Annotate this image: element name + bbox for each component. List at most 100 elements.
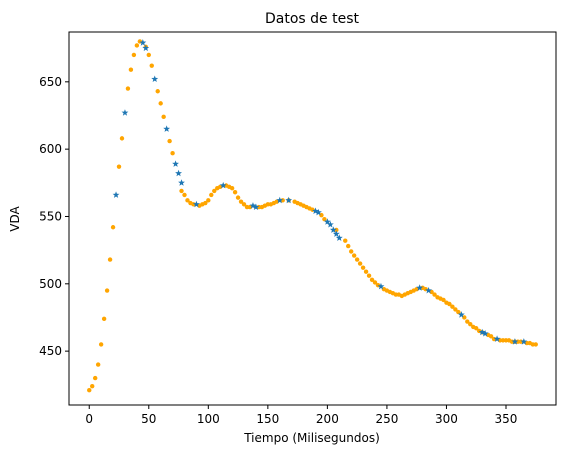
data-point-star <box>192 200 200 208</box>
data-point-star <box>335 234 343 241</box>
data-point <box>357 261 363 266</box>
x-tick-label: 0 <box>85 412 93 426</box>
data-point <box>319 212 324 218</box>
data-point <box>453 307 458 312</box>
data-point <box>212 188 217 194</box>
y-tick-label: 550 <box>39 209 62 223</box>
data-point <box>369 277 375 282</box>
data-point <box>95 362 101 367</box>
data-point <box>203 200 208 206</box>
data-point <box>354 257 360 262</box>
data-point <box>92 375 98 381</box>
data-point <box>450 304 455 309</box>
data-point-star <box>377 282 385 290</box>
x-tick-label: 50 <box>141 412 156 426</box>
data-point <box>343 238 348 243</box>
data-point-star <box>252 203 260 210</box>
x-axis-ticks: 0 50 100 150 200 250 300 350 <box>85 405 517 426</box>
data-point <box>363 269 369 274</box>
data-point <box>98 342 104 347</box>
x-tick-label: 100 <box>197 412 220 426</box>
data-point-star <box>276 196 284 204</box>
data-point <box>206 198 211 203</box>
data-point <box>474 326 479 331</box>
data-point <box>462 315 467 320</box>
data-point <box>468 322 473 327</box>
data-point-star <box>151 75 159 83</box>
data-point <box>372 280 378 285</box>
data-point <box>241 202 247 207</box>
y-tick-label: 600 <box>39 142 62 156</box>
x-axis-label: Tiempo (Milisegundos) <box>243 431 380 445</box>
data-point <box>179 188 184 194</box>
data-point <box>488 334 494 339</box>
data-point <box>465 319 470 324</box>
data-point-star <box>478 328 486 336</box>
data-point <box>182 192 187 198</box>
data-point-star <box>493 335 501 342</box>
data-point <box>346 243 351 249</box>
data-point-star <box>142 44 150 52</box>
plot-frame <box>68 31 557 406</box>
y-tick-label: 500 <box>39 277 62 291</box>
data-point <box>238 199 244 204</box>
data-point <box>104 288 110 293</box>
x-tick-label: 300 <box>435 412 458 426</box>
y-tick-label: 450 <box>39 344 62 358</box>
data-point-star <box>332 230 340 237</box>
data-point-star <box>511 338 519 345</box>
data-point-star <box>112 191 120 198</box>
data-point <box>119 136 125 141</box>
data-point <box>128 67 134 72</box>
chart-title: Datos de test <box>265 11 360 27</box>
data-point <box>110 225 116 230</box>
data-point <box>235 195 241 200</box>
data-point-star <box>323 218 331 225</box>
y-axis-label: VDA <box>8 205 22 231</box>
y-tick-label: 650 <box>39 75 62 89</box>
data-point <box>131 52 137 58</box>
data-point-star <box>520 338 528 345</box>
data-point <box>351 253 357 258</box>
data-point <box>229 186 235 191</box>
x-tick-label: 350 <box>495 412 518 426</box>
data-point-star <box>457 311 465 318</box>
data-point-star <box>329 226 337 233</box>
data-point <box>161 114 166 120</box>
data-point-star <box>175 169 182 177</box>
data-point <box>533 342 538 347</box>
data-point-star <box>315 208 322 216</box>
data-point-star <box>219 181 227 189</box>
data-point <box>125 86 131 91</box>
data-point-star <box>312 207 319 215</box>
data-point <box>116 164 122 169</box>
data-point-star <box>285 196 293 204</box>
data-point <box>360 265 366 270</box>
y-axis-ticks: 450 500 550 600 650 <box>39 75 69 358</box>
data-point <box>366 273 372 278</box>
data-point <box>149 63 154 68</box>
data-point-star <box>121 109 129 116</box>
data-point-star <box>163 125 171 132</box>
data-point <box>322 216 327 222</box>
data-point-star <box>139 39 147 46</box>
data-point-star <box>172 160 179 167</box>
data-point <box>456 309 461 315</box>
data-point <box>146 52 151 58</box>
data-point-star <box>425 286 433 294</box>
data-point <box>441 297 446 303</box>
data-point <box>232 190 238 195</box>
data-point <box>348 249 354 254</box>
data-point <box>447 301 452 307</box>
data-point <box>432 292 437 297</box>
data-point-star <box>416 284 424 291</box>
data-point <box>90 383 95 389</box>
data-point <box>101 316 107 322</box>
data-point-star <box>178 179 185 186</box>
data-point <box>134 43 140 48</box>
data-point <box>167 138 172 144</box>
data-point <box>155 89 160 94</box>
data-point <box>107 257 113 262</box>
x-tick-label: 150 <box>256 412 279 426</box>
